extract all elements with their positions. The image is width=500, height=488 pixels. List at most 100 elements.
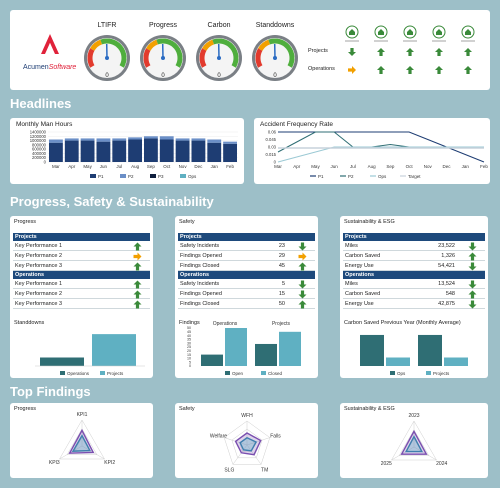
x-tick-label: Dec: [194, 164, 203, 169]
y-tick-label: 1200000: [30, 134, 47, 139]
bar-projects: [444, 357, 468, 366]
row-value: 1,326: [441, 253, 455, 259]
status-row-label-projects: Projects: [308, 48, 328, 54]
radar-safety-chart: WFH Falls TM SLG Welfare: [210, 413, 281, 473]
row-label: Key Performance 2: [15, 291, 63, 297]
bar-closed: [279, 331, 301, 366]
y-tick-label: 400000: [32, 151, 47, 156]
arrow-glyph: [133, 242, 142, 250]
arrow-glyph: [298, 290, 307, 298]
row-value: 29: [278, 253, 285, 259]
legend-label: Ops: [188, 174, 197, 179]
radar-esg-chart: 2023 2024 2025: [381, 413, 448, 467]
gauge-band: [143, 48, 151, 68]
table-row: Key Performance 1: [13, 279, 150, 289]
shield-icon-ring: [345, 25, 359, 39]
gauge-band: [255, 48, 263, 68]
table-row: Miles 13,524: [343, 279, 485, 289]
bar-p2: [191, 138, 206, 141]
y-tick-label: 0: [44, 160, 47, 165]
building-icon-ring: [432, 25, 446, 39]
status-row-label-operations: Operations: [308, 66, 335, 72]
table-row: Findings Opened 29: [178, 251, 315, 261]
y-tick-label: 600000: [32, 147, 47, 152]
table-section-header: Operations: [178, 271, 315, 279]
y-tick-label: 45: [187, 330, 191, 334]
radar-axis-label: WFH: [241, 413, 253, 419]
arrow-glyph: [468, 290, 477, 298]
up-arrow-icon: [133, 242, 142, 250]
up-arrow-icon: [298, 300, 307, 308]
y-tick-label: 1000000: [30, 138, 47, 143]
table-row: Key Performance 3: [13, 299, 150, 309]
legend-label: Target: [408, 174, 421, 179]
up-arrow-icon: [468, 290, 477, 298]
group-label: Projects: [272, 321, 291, 327]
radar-axis-label: Welfare: [210, 434, 227, 440]
table-row: Key Performance 2: [13, 251, 150, 261]
projects-arrow-icon: [464, 48, 472, 56]
bar-closed: [225, 328, 247, 366]
radar-progress-chart: KPI1 KPI2 KPI3: [49, 412, 115, 466]
x-tick-label: May: [83, 164, 92, 169]
gauge-band: [90, 39, 103, 51]
x-tick-label: May: [311, 164, 320, 169]
arrow-glyph: [298, 300, 307, 308]
radar-axis-label: KPI3: [49, 460, 60, 466]
y-tick-label: 50: [187, 326, 191, 330]
x-tick-label: Nov: [179, 164, 188, 169]
x-tick-label: Feb: [480, 164, 488, 169]
legend-label: P2: [348, 174, 354, 179]
bar-ops: [360, 334, 384, 366]
operations-arrow-icon: [406, 66, 414, 74]
group-label: Operations: [213, 321, 238, 327]
x-tick-label: Jun: [331, 164, 339, 169]
bar-p2: [223, 141, 237, 144]
bar-p2: [207, 139, 222, 143]
operations-arrow-icon: [348, 66, 356, 74]
y-tick-label: 0: [189, 364, 191, 368]
gauge-value: 0: [273, 73, 277, 79]
row-label: Key Performance 3: [15, 263, 63, 269]
x-tick-label: Jul: [350, 164, 356, 169]
gauge-band: [268, 38, 295, 68]
table-section-header: Projects: [13, 233, 150, 241]
gauge-band: [146, 39, 159, 51]
table-row: Key Performance 3: [13, 261, 150, 271]
bar-projects: [92, 334, 136, 366]
row-label: Miles: [345, 281, 358, 287]
gauge-band: [100, 38, 127, 68]
x-tick-label: Aug: [131, 164, 140, 169]
man-hours-chart: 1400000120000010000008000006000004000002…: [30, 130, 238, 179]
gauge-hub: [105, 56, 109, 60]
bar-p1: [64, 140, 79, 162]
gauge-band: [212, 38, 239, 68]
legend-label: P1: [318, 174, 324, 179]
leaf-shield-icon-glyph: [465, 29, 471, 35]
projects-arrow-icon: [406, 48, 414, 56]
bar-p2: [96, 138, 111, 142]
radar-series: [234, 432, 262, 456]
down-arrow-icon: [468, 280, 477, 288]
series-line-p2: [277, 131, 484, 153]
legend-swatch: [180, 174, 186, 178]
legend-label: Ops: [378, 174, 387, 179]
up-arrow-icon: [133, 290, 142, 298]
radar-series: [404, 435, 424, 453]
bar-p1: [191, 140, 206, 162]
man-hours-title: Monthly Man Hours: [16, 121, 73, 128]
radar-axis-label: KPI1: [77, 412, 88, 418]
right-arrow-icon: [298, 252, 307, 260]
row-label: Key Performance 3: [15, 301, 63, 307]
legend-label: P2: [128, 174, 134, 179]
y-tick-label: 0.03: [268, 145, 277, 150]
radar-esg-title: Sustainability & ESG: [344, 406, 395, 412]
carbon-chart: Ops Projects: [360, 334, 468, 376]
progress-card: Progress Projects Key Performance 1 Key Pe…: [10, 216, 153, 378]
radar-series: [239, 436, 258, 452]
down-arrow-icon: [468, 300, 477, 308]
table-section-header: Operations: [343, 271, 485, 279]
pss-title: Progress, Safety & Sustainability: [10, 194, 214, 209]
y-tick-label: 1400000: [30, 130, 47, 135]
row-value: 23: [278, 243, 285, 249]
